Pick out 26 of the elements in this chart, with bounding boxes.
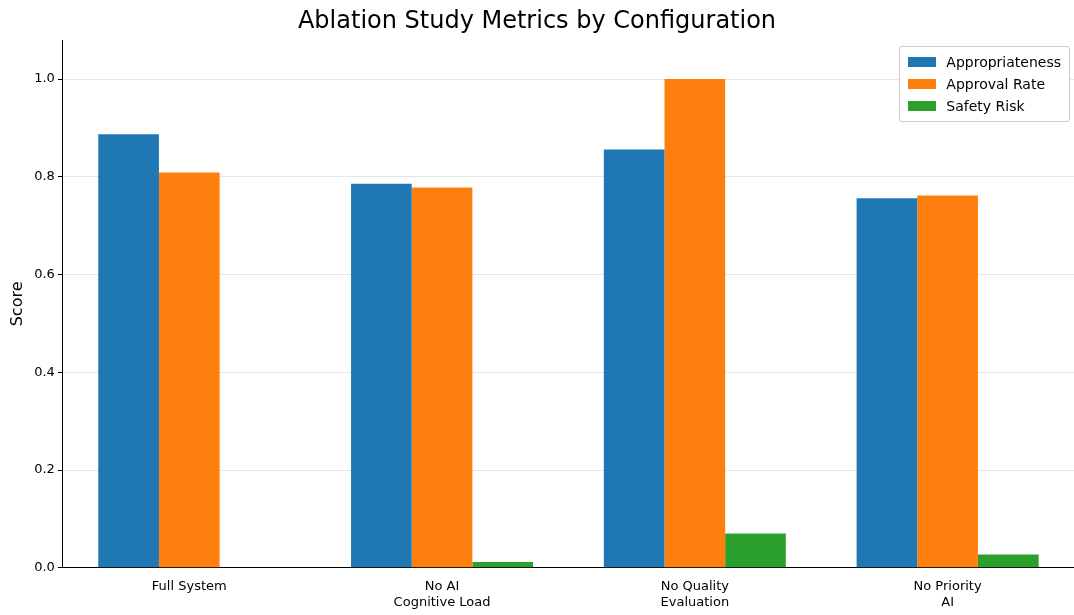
bar (351, 183, 412, 568)
y-tick-label: 0.2 (34, 461, 55, 477)
bar (411, 187, 473, 568)
bar (725, 533, 786, 568)
legend-label: Appropriateness (945, 53, 1061, 72)
legend-label: Approval Rate (945, 75, 1046, 94)
y-tick-label: 1.0 (34, 70, 55, 86)
bar (917, 195, 978, 568)
y-tick-label: 0.4 (34, 363, 55, 379)
bar (472, 561, 534, 568)
y-tick-label: 0.8 (34, 168, 55, 184)
bar (158, 172, 220, 568)
x-tick-label: Full System (151, 577, 227, 593)
bar (977, 554, 1039, 568)
y-axis-title: Score (6, 281, 26, 327)
bar (856, 198, 918, 568)
bar (664, 79, 726, 568)
x-tick-label: No Quality Evaluation (660, 577, 730, 609)
y-tick-label: 0.6 (34, 265, 55, 281)
chart-title: Ablation Study Metrics by Configuration (296, 6, 778, 34)
x-tick-label: No AI Cognitive Load (393, 577, 491, 609)
legend-label: Safety Risk (945, 97, 1026, 116)
x-tick-label: No Priority AI (913, 577, 982, 609)
y-tick-label: 0.0 (34, 559, 55, 575)
bar (603, 149, 665, 568)
bar (98, 134, 159, 568)
